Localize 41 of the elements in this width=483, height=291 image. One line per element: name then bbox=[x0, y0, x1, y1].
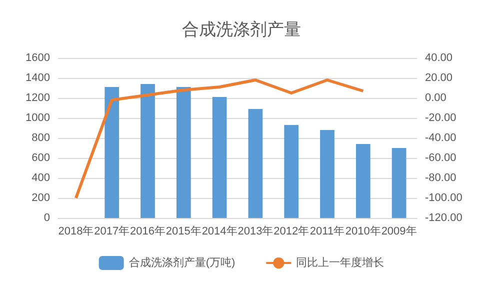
y2-tick-label: -20.00 bbox=[425, 112, 456, 124]
x-tick-label: 2015年 bbox=[166, 226, 202, 238]
y-tick-label: 400 bbox=[32, 172, 50, 184]
y2-tick-label: 20.00 bbox=[425, 72, 453, 84]
y2-tick-label: -80.00 bbox=[425, 172, 456, 184]
bar bbox=[140, 84, 155, 218]
bar bbox=[356, 144, 370, 218]
y2-tick-label: 40.00 bbox=[425, 52, 453, 64]
x-tick-label: 2012年 bbox=[274, 226, 310, 238]
y-tick-label: 600 bbox=[32, 152, 50, 164]
y-tick-label: 200 bbox=[32, 192, 50, 204]
bar bbox=[392, 148, 406, 218]
x-tick-label: 2011年 bbox=[310, 226, 345, 238]
bar bbox=[176, 87, 191, 218]
y-tick-label: 800 bbox=[32, 132, 50, 144]
y-tick-label: 1000 bbox=[26, 112, 50, 124]
x-tick-label: 2010年 bbox=[345, 226, 381, 238]
y2-tick-label: -120.00 bbox=[425, 212, 462, 224]
y-tick-label: 1600 bbox=[26, 52, 50, 64]
y2-tick-label: 0.00 bbox=[425, 92, 446, 104]
y-tick-label: 1400 bbox=[26, 72, 50, 84]
bar bbox=[320, 130, 334, 218]
bar bbox=[104, 87, 120, 218]
y-tick-label: 1200 bbox=[26, 92, 50, 104]
bar bbox=[212, 97, 227, 218]
y2-tick-label: -100.00 bbox=[425, 192, 462, 204]
x-tick-label: 2009年 bbox=[381, 226, 417, 238]
y2-tick-label: -60.00 bbox=[425, 152, 456, 164]
x-tick-label: 2013年 bbox=[238, 226, 274, 238]
line-series bbox=[74, 78, 365, 200]
y2-tick-label: -40.00 bbox=[425, 132, 456, 144]
x-tick-label: 2016年 bbox=[130, 226, 166, 238]
y-tick-label: 0 bbox=[44, 212, 50, 224]
chart-title: 合成洗涤剂产量 bbox=[182, 20, 301, 39]
bar bbox=[248, 109, 263, 218]
x-tick-label: 2018年 bbox=[58, 226, 94, 238]
bar bbox=[284, 125, 299, 218]
legend-label: 同比上一年度增长 bbox=[296, 256, 384, 269]
x-tick-label: 2014年 bbox=[202, 226, 238, 238]
legend-label: 合成洗涤剂产量(万吨) bbox=[128, 256, 236, 269]
x-tick-label: 2017年 bbox=[94, 226, 130, 238]
